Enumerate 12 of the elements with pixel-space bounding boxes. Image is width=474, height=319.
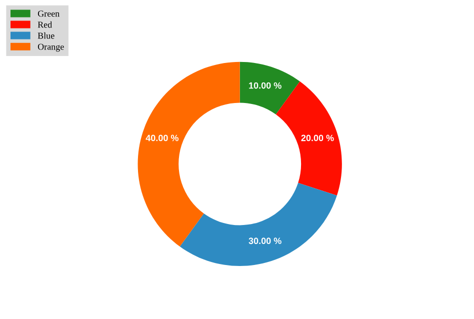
legend-label: Green	[38, 10, 60, 17]
donut-slice	[180, 182, 337, 266]
data-label: 10.00 %	[249, 82, 282, 89]
donut-slice	[240, 62, 300, 114]
data-label: 20.00 %	[301, 134, 334, 142]
donut-slice	[138, 62, 240, 247]
legend-label: Orange	[38, 44, 64, 52]
data-label: 30.00 %	[248, 238, 282, 244]
donut-slice	[276, 81, 342, 196]
data-label: 40.00 %	[146, 134, 179, 142]
legend-label: Red	[38, 21, 52, 28]
legend-label: Blue	[38, 32, 54, 39]
